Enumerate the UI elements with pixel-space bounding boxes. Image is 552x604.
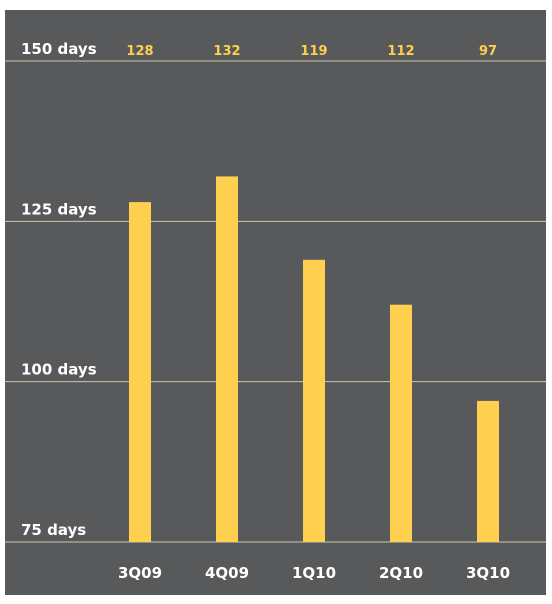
value-label: 128 [126, 44, 153, 59]
gridlines [5, 60, 546, 543]
bar [390, 304, 412, 542]
bar [129, 202, 151, 543]
x-tick-labels: 3Q09 4Q09 1Q10 2Q10 3Q10 [118, 564, 510, 582]
value-labels: 128 132 119 112 97 [126, 44, 497, 59]
bars [129, 176, 499, 543]
value-label: 97 [479, 44, 497, 59]
bar [216, 176, 238, 542]
x-tick-label: 4Q09 [205, 564, 249, 582]
value-label: 112 [387, 44, 414, 59]
y-tick-label: 100 days [21, 361, 97, 379]
value-label: 119 [300, 44, 327, 59]
value-label: 132 [213, 44, 240, 59]
bar [303, 259, 325, 542]
y-tick-labels: 150 days 125 days 100 days 75 days [21, 40, 97, 539]
x-tick-label: 1Q10 [292, 564, 336, 582]
x-tick-label: 3Q10 [466, 564, 510, 582]
y-tick-label: 150 days [21, 40, 97, 58]
y-tick-label: 125 days [21, 200, 97, 218]
x-tick-label: 3Q09 [118, 564, 162, 582]
bar-chart: 128 132 119 112 97 150 days 125 days 100 days 7… [5, 40, 546, 582]
y-tick-label: 75 days [21, 521, 86, 539]
bar [477, 400, 499, 542]
x-tick-label: 2Q10 [379, 564, 423, 582]
chart-panel: 128 132 119 112 97 150 days 125 days 100 days 7… [5, 10, 546, 595]
